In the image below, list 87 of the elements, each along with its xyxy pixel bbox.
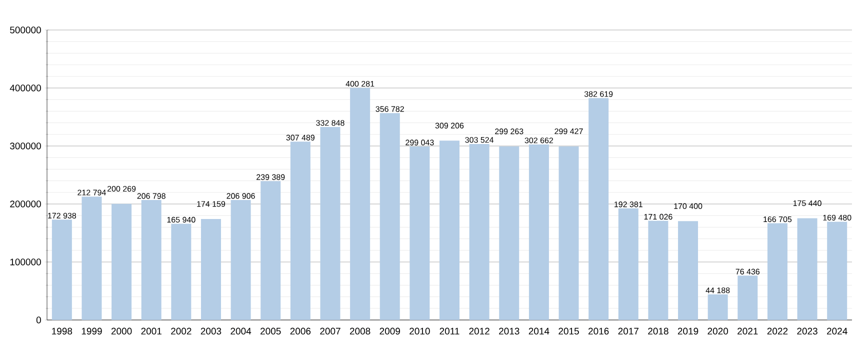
y-tick-label: 0 [36, 316, 41, 324]
bar [528, 144, 549, 320]
bar [827, 222, 848, 320]
data-label: 332 848 [316, 120, 344, 126]
x-tick-label: 2007 [320, 328, 340, 335]
bar [112, 204, 132, 320]
x-tick-label: 1999 [82, 328, 102, 335]
x-tick-label: 2005 [260, 328, 281, 335]
x-tick-label: 2020 [708, 328, 728, 335]
bar [648, 220, 668, 320]
x-tick-label: 2013 [499, 328, 520, 335]
data-label: 192 381 [614, 202, 642, 208]
x-tick-label: 2006 [290, 328, 311, 335]
x-tick-label: 2002 [171, 328, 192, 335]
data-label: 170 400 [674, 203, 702, 209]
bar [588, 98, 609, 320]
x-tick-label: 2014 [528, 328, 550, 335]
bar [320, 126, 340, 320]
data-label: 171 026 [644, 214, 672, 220]
x-tick-label: 2021 [738, 328, 758, 335]
x-tick-label: 2024 [826, 328, 848, 335]
data-label: 206 798 [137, 193, 166, 199]
data-label: 356 782 [376, 106, 404, 112]
data-label: 309 206 [435, 122, 464, 128]
bar [469, 144, 490, 320]
bar [440, 140, 460, 320]
x-tick-label: 2016 [588, 328, 609, 335]
bar [82, 196, 102, 320]
bar [290, 142, 310, 320]
x-tick-label: 2000 [111, 328, 132, 335]
bar [380, 113, 400, 320]
data-label: 165 940 [167, 216, 196, 223]
x-tick-label: 2003 [200, 328, 222, 335]
bar [678, 221, 698, 320]
x-tick-label: 2018 [648, 328, 668, 335]
y-tick-label: 500000 [10, 26, 41, 34]
bar [200, 218, 221, 320]
bar [171, 224, 192, 320]
bar [797, 218, 818, 320]
data-label: 44 188 [706, 287, 730, 294]
x-tick-label: 2008 [350, 328, 370, 335]
bar [230, 200, 251, 320]
data-label: 299 263 [495, 128, 524, 134]
data-label: 303 524 [465, 137, 494, 143]
bar [708, 294, 728, 320]
bar [141, 200, 162, 320]
y-tick-label: 100000 [10, 258, 41, 266]
data-label: 200 269 [107, 186, 136, 192]
data-label: 382 619 [584, 91, 613, 97]
data-label: 307 489 [286, 134, 314, 140]
bar [558, 146, 579, 320]
y-tick-label: 200000 [10, 200, 41, 208]
x-tick-label: 2012 [469, 328, 490, 335]
x-tick-label: 2010 [410, 328, 430, 335]
data-label: 299 427 [554, 128, 583, 134]
data-label: 302 662 [524, 138, 553, 144]
x-tick-label: 2011 [440, 328, 460, 335]
y-tick-label: 400000 [10, 84, 41, 92]
data-label: 299 043 [406, 140, 434, 146]
data-label: 212 794 [78, 190, 106, 196]
x-tick-label: 2001 [141, 328, 162, 335]
data-label: 166 705 [764, 216, 792, 222]
bar [260, 181, 281, 320]
x-tick-label: 2017 [618, 328, 638, 335]
bar [618, 208, 638, 320]
x-tick-label: 2015 [558, 328, 579, 335]
bar [499, 146, 520, 320]
bar [350, 88, 370, 320]
x-tick-label: 1998 [52, 328, 72, 335]
data-label: 175 440 [793, 200, 822, 206]
x-tick-label: 2019 [678, 328, 698, 335]
x-tick-label: 2009 [380, 328, 400, 335]
data-label: 400 281 [346, 80, 374, 87]
data-label: 76 436 [736, 268, 760, 274]
bar [410, 146, 430, 320]
data-label: 172 938 [48, 212, 76, 218]
y-tick-label: 300000 [10, 142, 41, 150]
data-label: 206 906 [226, 193, 255, 199]
data-label: 239 389 [256, 174, 285, 180]
x-tick-label: 2023 [797, 328, 818, 335]
bar [767, 223, 788, 320]
x-tick-label: 2022 [767, 328, 788, 335]
x-tick-label: 2004 [230, 328, 252, 335]
bar [738, 276, 758, 320]
bar [52, 220, 72, 320]
data-label: 169 480 [823, 214, 852, 220]
data-label: 174 159 [197, 201, 226, 207]
